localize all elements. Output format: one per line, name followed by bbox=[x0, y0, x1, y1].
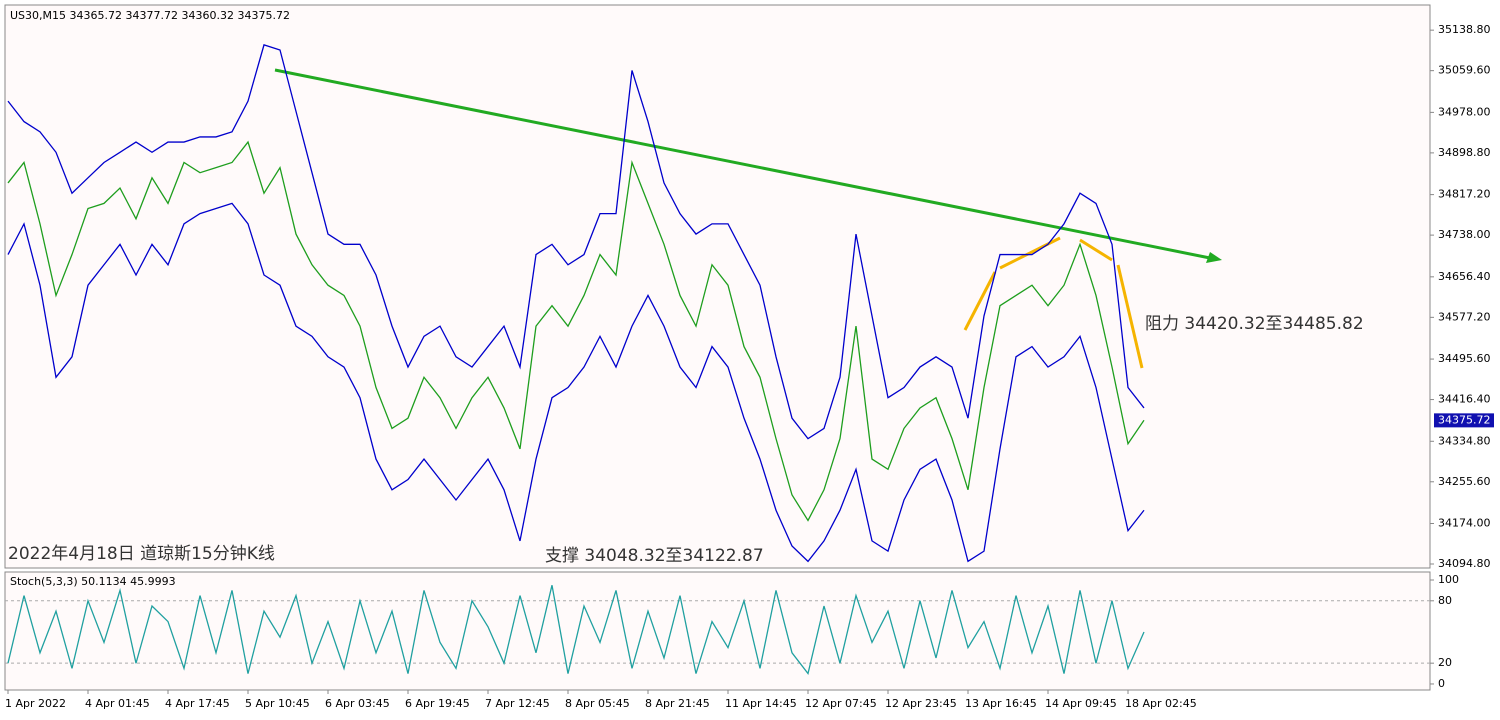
x-tick-label: 8 Apr 05:45 bbox=[565, 697, 630, 710]
series-line bbox=[7, 140, 1145, 522]
y-tick-label: 80 bbox=[1438, 594, 1452, 607]
trend-arrow bbox=[1206, 252, 1222, 263]
x-tick-label: 6 Apr 03:45 bbox=[325, 697, 390, 710]
x-tick-label: 18 Apr 02:45 bbox=[1125, 697, 1197, 710]
y-tick-label: 34898.80 bbox=[1438, 146, 1491, 159]
annotation: 阻力 34420.32至34485.82 bbox=[1145, 314, 1364, 334]
x-tick-label: 12 Apr 07:45 bbox=[805, 697, 877, 710]
y-tick-label: 34495.60 bbox=[1438, 352, 1491, 365]
annotation: 支撑 34048.32至34122.87 bbox=[545, 546, 764, 566]
x-tick-label: 4 Apr 01:45 bbox=[85, 697, 150, 710]
y-tick-label: 20 bbox=[1438, 656, 1452, 669]
y-tick-label: 34738.00 bbox=[1438, 228, 1491, 241]
orange-arrow bbox=[999, 236, 1061, 270]
y-tick-label: 34334.80 bbox=[1438, 434, 1491, 447]
x-tick-label: 6 Apr 19:45 bbox=[405, 697, 470, 710]
chart-title: US30,M15 34365.72 34377.72 34360.32 3437… bbox=[10, 9, 290, 22]
y-tick-label: 0 bbox=[1438, 677, 1445, 690]
y-tick-label: 35059.60 bbox=[1438, 64, 1491, 77]
x-tick-label: 4 Apr 17:45 bbox=[165, 697, 230, 710]
main-panel bbox=[4, 4, 1431, 569]
y-tick-label: 34978.00 bbox=[1438, 105, 1491, 118]
annotation: 2022年4月18日 道琼斯15分钟K线 bbox=[8, 544, 275, 564]
y-tick-label: 34416.40 bbox=[1438, 393, 1491, 406]
x-tick-label: 5 Apr 10:45 bbox=[245, 697, 310, 710]
y-tick-label: 34174.00 bbox=[1438, 517, 1491, 530]
price-label: 34375.72 bbox=[1438, 413, 1491, 426]
x-tick-label: 14 Apr 09:45 bbox=[1045, 697, 1117, 710]
orange-arrow bbox=[963, 271, 997, 331]
x-tick-label: 1 Apr 2022 bbox=[5, 697, 66, 710]
series-line bbox=[7, 44, 1145, 440]
series-line bbox=[7, 585, 1145, 676]
trend-line bbox=[274, 68, 1211, 260]
x-tick-label: 8 Apr 21:45 bbox=[645, 697, 710, 710]
y-tick-label: 35138.80 bbox=[1438, 23, 1491, 36]
x-tick-label: 12 Apr 23:45 bbox=[885, 697, 957, 710]
stoch-title: Stoch(5,3,3) 50.1134 45.9993 bbox=[10, 575, 176, 588]
x-tick-label: 13 Apr 16:45 bbox=[965, 697, 1037, 710]
y-tick-label: 34656.40 bbox=[1438, 270, 1491, 283]
y-tick-label: 34094.80 bbox=[1438, 557, 1491, 570]
price-label-bg bbox=[1434, 413, 1494, 428]
y-tick-label: 100 bbox=[1438, 573, 1459, 586]
x-tick-label: 11 Apr 14:45 bbox=[725, 697, 797, 710]
y-tick-label: 34577.20 bbox=[1438, 310, 1491, 323]
y-tick-label: 34817.20 bbox=[1438, 188, 1491, 201]
orange-arrow bbox=[1116, 264, 1144, 369]
x-tick-label: 7 Apr 12:45 bbox=[485, 697, 550, 710]
series-line bbox=[7, 202, 1145, 563]
orange-arrow bbox=[1079, 238, 1113, 262]
y-tick-label: 34255.60 bbox=[1438, 475, 1491, 488]
